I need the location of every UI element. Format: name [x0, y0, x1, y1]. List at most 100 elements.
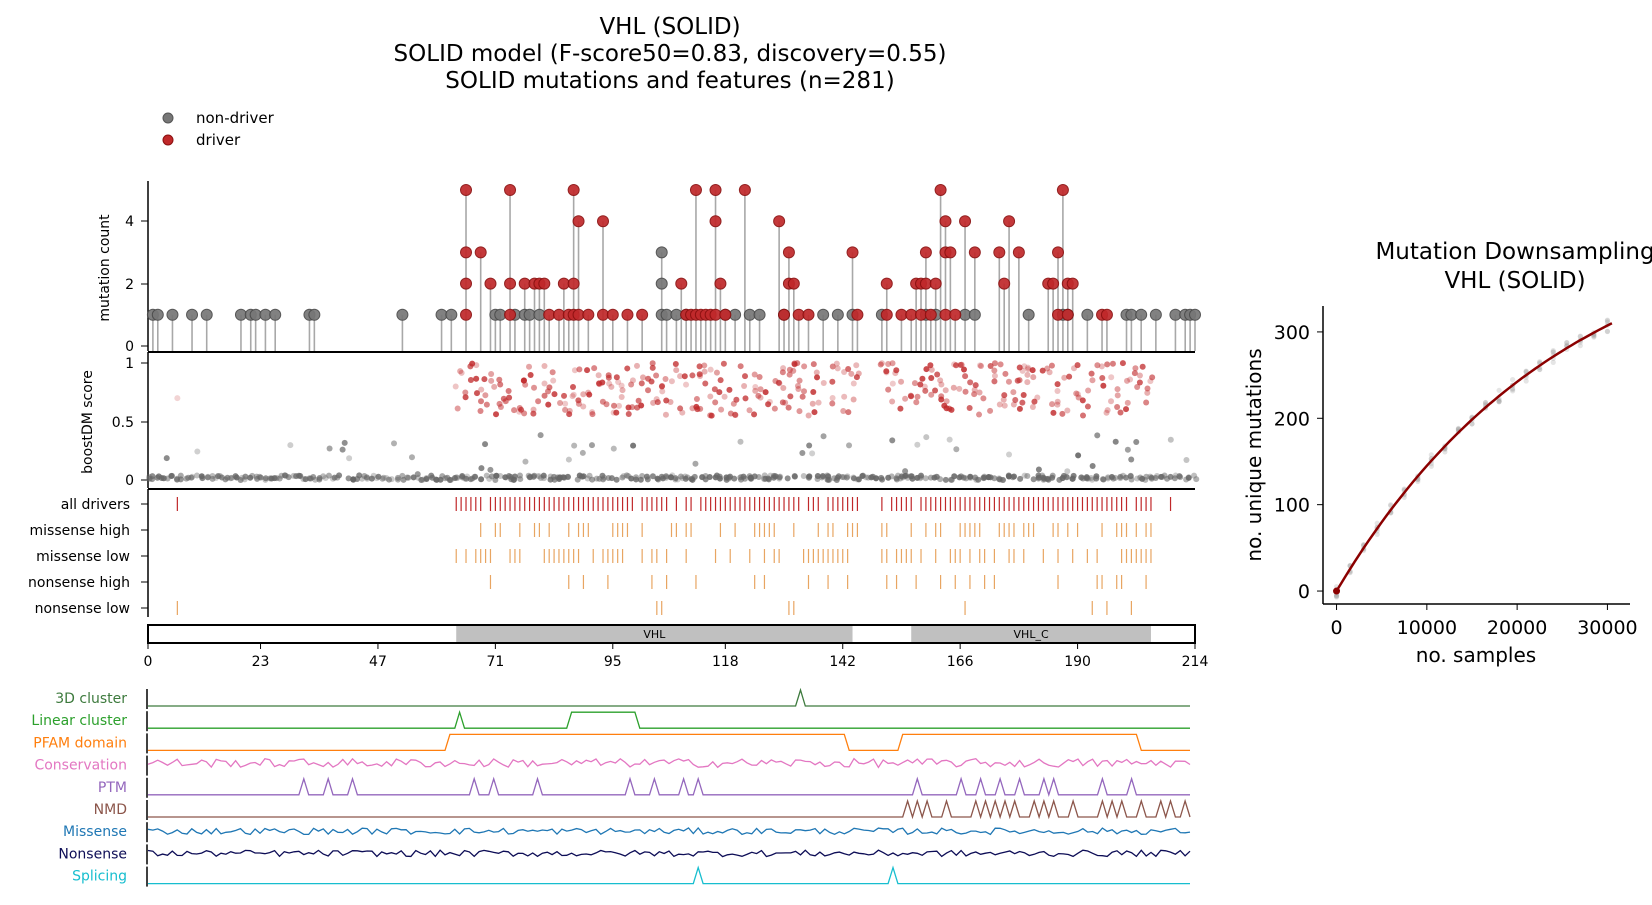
- score-point: [919, 375, 926, 382]
- score-point: [1127, 376, 1134, 383]
- score-point: [584, 367, 591, 374]
- score-point: [530, 406, 537, 413]
- score-point: [885, 360, 892, 367]
- score-point: [520, 377, 527, 384]
- ds-point: [1442, 449, 1448, 455]
- score-point: [718, 406, 725, 413]
- score-point: [815, 399, 822, 406]
- score-point: [1136, 379, 1143, 386]
- ds-point: [1496, 398, 1502, 404]
- score-point: [569, 393, 576, 400]
- legend: non-driver driver: [162, 109, 275, 149]
- score-point: [611, 402, 618, 409]
- score-point: [580, 403, 587, 410]
- ds-point: [1496, 398, 1502, 405]
- score-point: [591, 365, 598, 372]
- domain-xticks: 0 23 47 71 95 118 142 166 190 214: [144, 643, 1208, 670]
- score-point: [601, 474, 608, 481]
- score-point: [962, 373, 969, 380]
- score-point: [623, 472, 630, 479]
- score-point: [341, 439, 348, 446]
- score-point: [991, 367, 998, 374]
- score-point: [950, 384, 957, 391]
- ds-xtick-label: 30000: [1577, 617, 1637, 639]
- score-point: [672, 475, 679, 482]
- score-point: [237, 476, 244, 483]
- score-point: [1002, 370, 1009, 377]
- score-point: [1046, 369, 1053, 376]
- nondriver-point: [269, 308, 282, 321]
- score-point: [414, 471, 421, 478]
- score-point: [154, 474, 161, 481]
- score-point: [1161, 472, 1168, 479]
- driver-point: [1052, 246, 1065, 259]
- score-point: [907, 392, 914, 399]
- score-point: [1109, 360, 1116, 367]
- score-point: [917, 474, 924, 481]
- score-point: [535, 473, 542, 480]
- score-point: [1016, 364, 1023, 371]
- score-point: [702, 380, 709, 387]
- track-line: [148, 776, 1190, 798]
- score-point: [550, 377, 557, 384]
- score-point: [801, 363, 808, 370]
- ds-xtick-label: 0: [1330, 617, 1342, 639]
- score-point: [829, 400, 836, 407]
- driver-point: [934, 184, 947, 196]
- track-line: [148, 798, 1191, 820]
- score-point: [897, 405, 904, 412]
- score-point: [741, 383, 748, 390]
- score-point: [638, 402, 645, 409]
- score-point: [716, 389, 723, 396]
- score-point: [999, 476, 1006, 483]
- feature-label-missense-low: missense low: [36, 549, 130, 565]
- driver-point: [719, 308, 732, 321]
- score-point: [585, 389, 592, 396]
- score-point: [796, 408, 803, 415]
- score-point: [453, 474, 460, 481]
- driver-point: [959, 215, 972, 228]
- score-point: [805, 412, 812, 419]
- ds-ytick-label: 100: [1274, 495, 1310, 517]
- score-points: [146, 360, 1200, 483]
- score-point: [1167, 436, 1174, 443]
- score-point: [839, 474, 846, 481]
- domain-label: VHL: [643, 628, 666, 641]
- domain-xtick-label: 23: [252, 654, 270, 670]
- score-point: [977, 363, 984, 370]
- score-point: [451, 475, 458, 482]
- score-point: [1108, 474, 1115, 481]
- ds-point: [1604, 317, 1611, 323]
- score-point: [893, 367, 900, 374]
- score-point: [193, 472, 200, 479]
- score-point: [615, 378, 622, 385]
- score-point: [649, 360, 656, 367]
- score-point: [650, 399, 657, 406]
- score-point: [922, 475, 929, 482]
- driver-point: [1061, 308, 1074, 321]
- nondriver-point: [753, 308, 766, 321]
- score-point: [829, 363, 836, 370]
- score-point: [467, 377, 474, 384]
- score-point: [1183, 456, 1190, 463]
- score-point: [1016, 405, 1023, 412]
- score-point: [1108, 374, 1115, 381]
- score-point: [854, 476, 861, 483]
- score-point: [516, 405, 523, 412]
- score-point: [478, 398, 485, 405]
- score-point: [586, 391, 593, 398]
- driver-point: [460, 184, 473, 196]
- score-point: [625, 410, 632, 417]
- score-point: [188, 474, 195, 481]
- score-point: [1103, 409, 1110, 416]
- score-point: [473, 390, 480, 397]
- score-point: [608, 475, 615, 482]
- lollipop-heads: [146, 184, 1201, 321]
- score-point: [1171, 475, 1178, 482]
- driver-point: [846, 246, 859, 259]
- score-point: [158, 474, 165, 481]
- score-point: [571, 442, 578, 449]
- score-point: [717, 377, 724, 384]
- score-point: [701, 362, 708, 369]
- score-point: [1094, 362, 1101, 369]
